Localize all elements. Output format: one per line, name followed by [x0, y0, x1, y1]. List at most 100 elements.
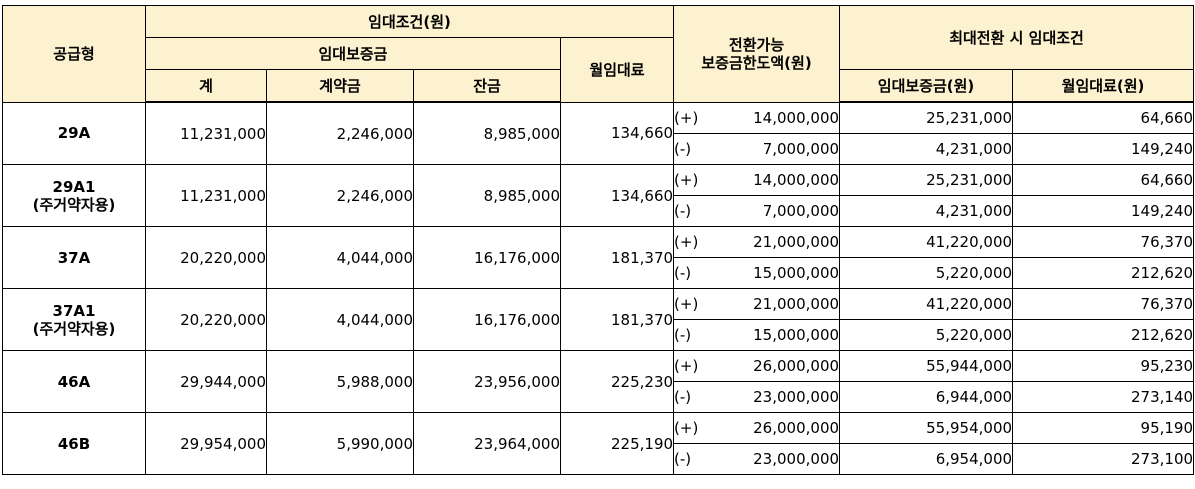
increase-amount: 26,000,000 — [753, 419, 840, 437]
monthly-rent-cell: 225,190 — [559, 412, 675, 475]
max-rent-cell: 149,240 — [1012, 133, 1195, 165]
max-rent-cell: 95,230 — [1012, 350, 1195, 382]
deposit-total-cell: 29,954,000 — [145, 412, 267, 475]
increase-sign: (+) — [674, 108, 699, 127]
header-convertible-limit-line2: 보증금한도액(원) — [701, 53, 812, 72]
deposit-total-cell: 29,944,000 — [145, 350, 267, 413]
deposit-total-cell: 11,231,000 — [145, 101, 267, 165]
increase-amount: 14,000,000 — [753, 171, 840, 189]
header-monthly-rent: 월임대료 — [559, 37, 675, 103]
increase-amount: 14,000,000 — [753, 108, 840, 127]
increase-sign: (+) — [674, 357, 699, 375]
max-deposit-cell: 41,220,000 — [839, 226, 1014, 258]
convertible-decrease-cell: (-) 23,000,000 — [673, 381, 841, 413]
header-supply-type: 공급형 — [2, 5, 146, 103]
contract-payment-cell: 5,990,000 — [266, 412, 414, 475]
table-row: 37A1 (주거약자용) 20,220,000 4,044,000 16,176… — [2, 288, 1195, 351]
balance-cell: 8,985,000 — [413, 164, 561, 227]
deposit-total-cell: 11,231,000 — [145, 164, 267, 227]
max-rent-cell: 212,620 — [1012, 319, 1195, 351]
convertible-increase-cell: (+) 14,000,000 — [673, 101, 841, 134]
max-deposit-cell: 6,944,000 — [839, 381, 1014, 413]
table-row: (-) 7,000,000 4,231,000 149,240 — [3, 133, 1195, 165]
max-deposit-cell: 6,954,000 — [839, 443, 1014, 475]
header-balance: 잔금 — [413, 69, 561, 103]
decrease-sign: (-) — [674, 388, 692, 406]
convertible-increase-cell: (+) 26,000,000 — [673, 412, 841, 444]
decrease-amount: 23,000,000 — [753, 450, 840, 468]
max-deposit-cell: 5,220,000 — [839, 319, 1014, 351]
supply-type-cell: 29A — [2, 101, 146, 165]
decrease-amount: 23,000,000 — [753, 388, 840, 406]
decrease-amount: 7,000,000 — [762, 140, 840, 158]
balance-cell: 8,985,000 — [413, 101, 561, 165]
supply-type-cell: 37A — [2, 226, 146, 289]
increase-amount: 21,000,000 — [753, 233, 840, 251]
table-row: 46A 29,944,000 5,988,000 23,956,000 225,… — [2, 350, 1195, 413]
convertible-decrease-cell: (-) 7,000,000 — [673, 133, 841, 165]
contract-payment-cell: 2,246,000 — [266, 164, 414, 227]
max-rent-cell: 273,100 — [1012, 443, 1195, 475]
max-deposit-cell: 25,231,000 — [839, 164, 1014, 196]
header-max-monthly-rent: 월임대료(원) — [1012, 69, 1195, 103]
increase-amount: 21,000,000 — [753, 295, 840, 313]
monthly-rent-cell: 181,370 — [559, 226, 675, 289]
supply-type-sublabel: (주거약자용) — [32, 195, 116, 214]
table-row: (-) 23,000,000 6,954,000 273,100 — [3, 443, 1195, 475]
max-deposit-cell: 5,220,000 — [839, 257, 1014, 289]
max-rent-cell: 76,370 — [1012, 288, 1195, 320]
header-convertible-limit-line1: 전환가능 — [728, 35, 785, 54]
increase-sign: (+) — [674, 295, 699, 313]
max-rent-cell: 76,370 — [1012, 226, 1195, 258]
decrease-sign: (-) — [674, 326, 692, 344]
convertible-increase-cell: (+) 26,000,000 — [673, 350, 841, 382]
supply-type-sublabel: (주거약자용) — [32, 319, 116, 338]
supply-type-cell: 37A1 (주거약자용) — [2, 288, 146, 351]
table-row: 46B 29,954,000 5,990,000 23,964,000 225,… — [2, 412, 1195, 475]
increase-sign: (+) — [674, 171, 699, 189]
balance-cell: 16,176,000 — [413, 226, 561, 289]
convertible-increase-cell: (+) 21,000,000 — [673, 226, 841, 258]
convertible-decrease-cell: (-) 15,000,000 — [673, 257, 841, 289]
rent-conditions-table: 공급형 임대조건(원) 전환가능 보증금한도액(원) 최대전환 시 임대조건 임… — [2, 5, 1195, 475]
max-rent-cell: 64,660 — [1012, 101, 1195, 134]
max-rent-cell: 95,190 — [1012, 412, 1195, 444]
deposit-total-cell: 20,220,000 — [145, 226, 267, 289]
supply-type-label: 37A1 — [52, 301, 96, 320]
balance-cell: 23,956,000 — [413, 350, 561, 413]
increase-sign: (+) — [674, 233, 699, 251]
header-contract-payment: 계약금 — [266, 69, 414, 103]
monthly-rent-cell: 134,660 — [559, 101, 675, 165]
contract-payment-cell: 5,988,000 — [266, 350, 414, 413]
supply-type-label: 46A — [57, 372, 91, 391]
header-total: 계 — [145, 69, 267, 103]
decrease-amount: 15,000,000 — [753, 264, 840, 282]
convertible-increase-cell: (+) 21,000,000 — [673, 288, 841, 320]
max-rent-cell: 64,660 — [1012, 164, 1195, 196]
decrease-sign: (-) — [674, 450, 692, 468]
max-rent-cell: 273,140 — [1012, 381, 1195, 413]
monthly-rent-cell: 225,230 — [559, 350, 675, 413]
supply-type-cell: 29A1 (주거약자용) — [2, 164, 146, 227]
max-deposit-cell: 55,944,000 — [839, 350, 1014, 382]
header-deposit: 임대보증금 — [145, 37, 561, 70]
decrease-sign: (-) — [674, 264, 692, 282]
convertible-decrease-cell: (-) 15,000,000 — [673, 319, 841, 351]
max-rent-cell: 149,240 — [1012, 195, 1195, 227]
header-rent-conditions: 임대조건(원) — [144, 5, 675, 38]
max-deposit-cell: 4,231,000 — [839, 133, 1014, 165]
increase-sign: (+) — [674, 419, 699, 437]
supply-type-cell: 46B — [2, 412, 146, 475]
decrease-sign: (-) — [674, 140, 692, 158]
header-max-conversion: 최대전환 시 임대조건 — [839, 5, 1195, 70]
deposit-total-cell: 20,220,000 — [145, 288, 267, 351]
max-rent-cell: 212,620 — [1012, 257, 1195, 289]
table-row: (-) 7,000,000 4,231,000 149,240 — [3, 195, 1195, 227]
decrease-sign: (-) — [674, 202, 692, 220]
supply-type-label: 46B — [57, 434, 91, 453]
balance-cell: 23,964,000 — [413, 412, 561, 475]
contract-payment-cell: 4,044,000 — [266, 226, 414, 289]
table-row: 29A1 (주거약자용) 11,231,000 2,246,000 8,985,… — [2, 164, 1195, 227]
increase-amount: 26,000,000 — [753, 357, 840, 375]
supply-type-label: 29A — [57, 124, 91, 143]
